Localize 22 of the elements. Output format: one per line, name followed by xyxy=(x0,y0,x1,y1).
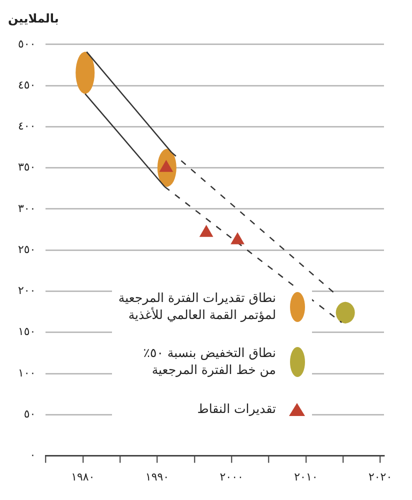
x-tick-label: ٢٠٠٠ xyxy=(220,470,244,484)
y-tick-label: ٤٥٠ xyxy=(18,78,36,92)
y-tick-label: ٣٠٠ xyxy=(18,202,36,215)
y-tick-label: ١٠٠ xyxy=(18,366,36,380)
y-tick-label: ٢٠٠ xyxy=(18,284,36,298)
y-tick-label: ٥٠٠ xyxy=(18,37,36,50)
y-tick-label: ١٥٠ xyxy=(18,325,36,338)
x-tick-label: ١٩٨٠ xyxy=(71,470,95,484)
legend-label: نطاق التخفيض بنسبة ٥٠٪ من خط الفترة المرجعية xyxy=(143,345,276,380)
legend-label: تقديرات النقاط xyxy=(197,401,276,418)
y-tick-label: ٥٠ xyxy=(24,408,36,421)
y-axis-title: بالملايين xyxy=(8,11,59,26)
y-tick-label: ٢٥٠ xyxy=(18,242,36,256)
x-tick-label: ٢٠١٠ xyxy=(294,470,318,484)
y-tick-label: ٣٥٠ xyxy=(18,160,36,174)
x-tick-label: ١٩٩٠ xyxy=(145,470,170,484)
point xyxy=(230,232,244,244)
point xyxy=(199,224,214,237)
legend-label: نطاق تقديرات الفترة المرجعية لمؤتمر القمة العالمي للأغذية xyxy=(118,290,276,324)
y-tick-label: ٠ xyxy=(30,448,36,462)
x-tick-label: ٢٠٢٠ xyxy=(368,470,392,484)
y-tick-label: ٤٠٠ xyxy=(18,120,36,133)
